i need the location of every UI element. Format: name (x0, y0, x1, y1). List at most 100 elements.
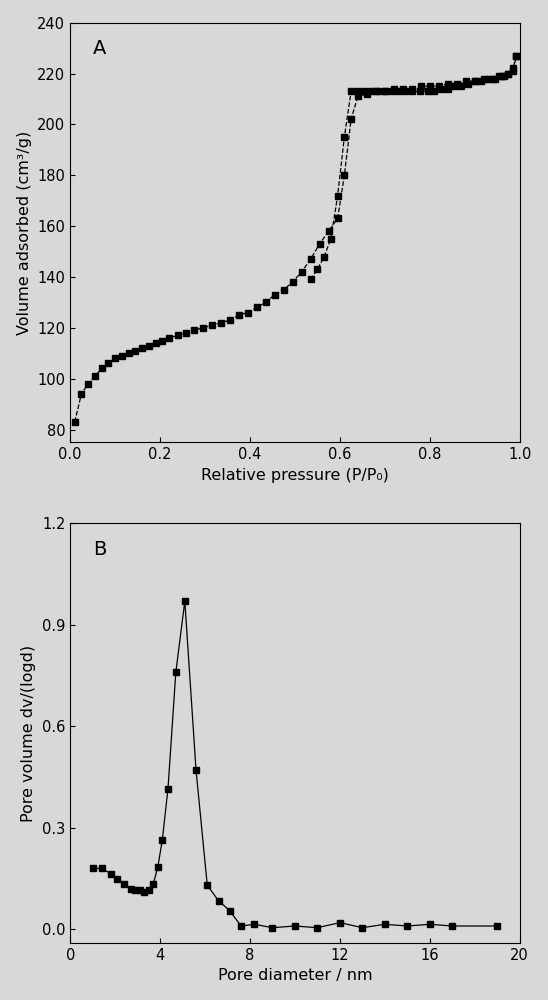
Point (99, 425, 108, 441)
Point (133, 406, 141, 422)
Point (473, 348, 482, 364)
Point (191, 339, 199, 355)
Point (432, 91, 441, 107)
Point (324, 591, 333, 607)
Point (349, 148, 358, 164)
Point (324, 320, 333, 336)
Point (299, 406, 307, 422)
Point (165, 129, 174, 145)
Point (232, 148, 241, 164)
Point (224, 291, 233, 307)
Point (482, 580, 491, 596)
Point (407, 348, 416, 364)
Point (366, 515, 374, 531)
Point (141, 677, 150, 693)
Point (157, 339, 166, 355)
Point (374, 774, 383, 790)
Point (66, 870, 75, 886)
Point (449, 72, 458, 88)
Point (274, 196, 283, 212)
Point (290, 849, 299, 865)
Point (432, 827, 441, 843)
Point (349, 709, 358, 725)
Point (415, 291, 424, 307)
Point (224, 526, 233, 542)
Point (207, 34, 216, 50)
Point (133, 34, 141, 50)
Point (107, 644, 116, 660)
Point (457, 892, 466, 908)
Point (232, 526, 241, 542)
Point (199, 870, 208, 886)
Point (473, 913, 482, 929)
Point (507, 177, 516, 193)
Point (141, 644, 150, 660)
Point (266, 817, 275, 833)
Point (482, 158, 491, 174)
Point (473, 795, 482, 811)
Point (116, 196, 124, 212)
Point (149, 377, 158, 393)
Point (449, 81, 458, 97)
Point (299, 91, 307, 107)
Point (374, 892, 383, 908)
Point (499, 272, 507, 288)
Point (465, 263, 474, 279)
Point (191, 148, 199, 164)
Point (182, 263, 191, 279)
Point (299, 434, 307, 450)
Point (224, 634, 233, 650)
Point (324, 396, 333, 412)
Point (507, 903, 516, 919)
Point (149, 186, 158, 202)
Point (82, 224, 91, 240)
Point (82, 425, 91, 441)
Point (441, 62, 449, 78)
Point (149, 741, 158, 757)
Point (199, 591, 208, 607)
Point (82, 870, 91, 886)
Point (399, 677, 408, 693)
Point (499, 415, 507, 431)
Point (82, 81, 91, 97)
Point (282, 72, 291, 88)
Point (441, 591, 449, 607)
Point (357, 139, 366, 155)
Point (257, 774, 266, 790)
Point (507, 215, 516, 231)
Point (515, 43, 524, 59)
Point (207, 148, 216, 164)
Point (199, 817, 208, 833)
Point (74, 741, 83, 757)
Point (515, 838, 524, 854)
Point (473, 784, 482, 800)
Point (174, 623, 183, 639)
Point (74, 569, 83, 585)
Point (66, 205, 75, 221)
Point (390, 167, 399, 183)
Point (82, 591, 91, 607)
Point (74, 601, 83, 617)
Point (124, 81, 133, 97)
Point (124, 129, 133, 145)
Point (366, 329, 374, 345)
Point (91, 53, 100, 69)
Point (424, 387, 432, 403)
Point (424, 537, 432, 553)
Point (390, 601, 399, 617)
Point (282, 795, 291, 811)
Point (133, 838, 141, 854)
Point (349, 537, 358, 553)
Point (274, 434, 283, 450)
Point (457, 139, 466, 155)
Point (66, 406, 75, 422)
Point (482, 892, 491, 908)
Point (141, 339, 150, 355)
Point (116, 186, 124, 202)
Point (241, 763, 249, 779)
Point (432, 415, 441, 431)
Point (274, 591, 283, 607)
Point (157, 215, 166, 231)
Point (282, 720, 291, 736)
Point (91, 881, 100, 897)
